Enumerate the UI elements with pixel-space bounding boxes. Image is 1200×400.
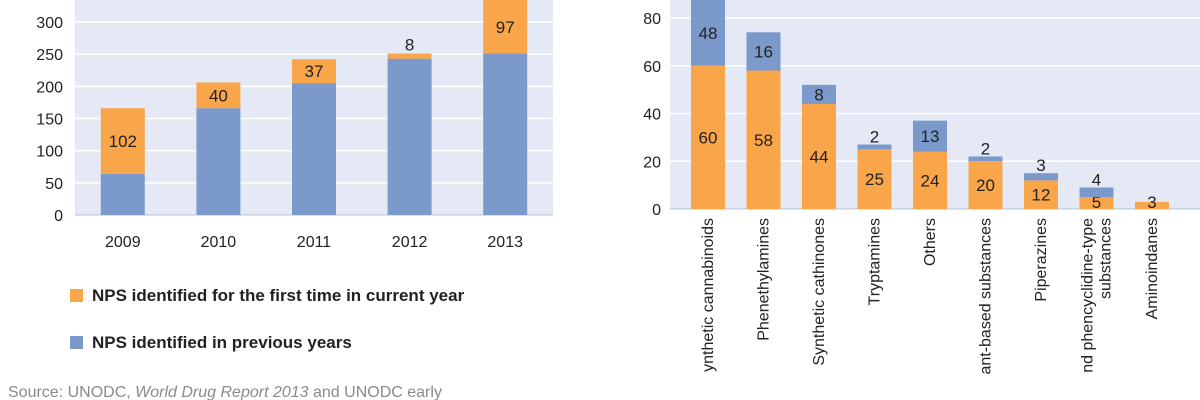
right-y-tick-label: 60 xyxy=(643,59,661,76)
left-y-ticks: 0 50 100 150 200 250 300 xyxy=(36,15,63,225)
right-data-label: 16 xyxy=(754,42,773,61)
left-y-tick-label: 250 xyxy=(36,47,63,64)
right-x-ticks: ynthetic cannabinoids Phenethylamines Synt… xyxy=(700,218,1161,375)
left-x-tick-label: 2011 xyxy=(297,234,332,251)
right-x-tick-label: Piperazines xyxy=(1033,218,1050,302)
right-bar-previous xyxy=(802,84,836,104)
legend: NPS identified for the first time in cur… xyxy=(70,286,465,352)
left-y-tick-label: 50 xyxy=(45,176,63,193)
left-y-tick-label: 150 xyxy=(36,112,63,129)
left-y-tick-label: 100 xyxy=(36,144,63,161)
right-bar-first-time xyxy=(968,161,1003,209)
right-data-label: 20 xyxy=(976,176,995,195)
legend-swatch-first-time xyxy=(70,289,83,302)
right-data-label: 25 xyxy=(865,170,884,189)
right-data-label: 48 xyxy=(699,24,718,43)
left-y-tick-label: 0 xyxy=(54,208,63,225)
right-bar-previous xyxy=(691,0,725,66)
left-x-tick-label: 2013 xyxy=(487,234,523,251)
right-bar-previous xyxy=(968,156,1003,162)
right-bar-first-time xyxy=(691,65,725,209)
right-y-tick-label: 20 xyxy=(643,154,661,171)
left-x-tick-label: 2010 xyxy=(201,234,237,251)
right-data-label: 58 xyxy=(754,131,773,150)
right-bars: 60 48 58 16 44 8 25 2 24 13 20 2 12 3 5 4 3 xyxy=(691,0,1169,212)
source-prefix: Source: UNODC, xyxy=(8,384,135,400)
source-suffix: and UNODC early xyxy=(309,384,442,400)
right-bar-first-time xyxy=(802,103,836,209)
right-data-label: 12 xyxy=(1032,186,1051,205)
left-bar-previous xyxy=(292,83,336,215)
left-data-label: 37 xyxy=(305,62,324,81)
right-bar-previous xyxy=(857,144,892,150)
left-bar-first-time xyxy=(100,108,145,174)
right-bar-previous xyxy=(1024,173,1058,181)
right-data-label: 60 xyxy=(699,128,718,147)
right-y-tick-label: 0 xyxy=(652,202,661,219)
left-bar-first-time xyxy=(483,0,528,54)
left-y-tick-label: 200 xyxy=(36,79,63,96)
right-y-tick-label: 40 xyxy=(643,107,661,124)
right-data-label: 3 xyxy=(1147,193,1156,212)
left-bars: 102 40 37 8 97 xyxy=(100,0,528,216)
left-bar-previous xyxy=(483,53,528,216)
right-x-tick-label: Others xyxy=(922,218,939,266)
right-y-ticks: 0 20 40 60 80 xyxy=(643,11,661,219)
right-data-label: 3 xyxy=(1036,156,1045,175)
right-data-label: 4 xyxy=(1092,171,1101,190)
right-x-tick-label: substances xyxy=(1098,218,1115,299)
left-x-ticks: 2009 2010 2011 2012 2013 xyxy=(105,234,523,251)
right-x-tick-label: ant-based substances xyxy=(978,218,995,375)
left-bar-previous xyxy=(100,173,145,215)
left-x-tick-label: 2009 xyxy=(105,234,141,251)
left-bar-previous xyxy=(387,58,432,215)
right-x-tick-label: Tryptamines xyxy=(867,218,884,305)
left-data-label: 40 xyxy=(209,86,228,105)
left-bar-previous xyxy=(196,108,241,215)
right-bar-first-time xyxy=(1079,197,1114,209)
right-bar-previous xyxy=(746,32,781,71)
source-italic: World Drug Report 2013 xyxy=(135,384,309,400)
right-bar-first-time xyxy=(1024,180,1058,209)
right-x-tick-label: Phenethylamines xyxy=(756,218,773,341)
right-x-tick-label: Aminoindanes xyxy=(1144,218,1161,319)
left-data-label: 102 xyxy=(109,132,137,151)
left-x-tick-label: 2012 xyxy=(392,234,428,251)
right-bar-first-time xyxy=(1135,201,1169,209)
right-data-label: 2 xyxy=(870,128,879,147)
right-data-label: 8 xyxy=(814,85,823,104)
right-chart: 60 48 58 16 44 8 25 2 24 13 20 2 12 3 5 4 3 0 20 40 60 80 yn… xyxy=(643,0,1200,375)
left-data-label: 97 xyxy=(496,18,515,37)
right-x-tick-label: Synthetic cathinones xyxy=(811,218,828,366)
right-data-label: 24 xyxy=(921,171,940,190)
right-data-label: 2 xyxy=(981,139,990,158)
right-data-label: 13 xyxy=(921,127,940,146)
right-bar-first-time xyxy=(746,70,781,210)
left-bar-first-time xyxy=(292,59,336,84)
right-bar-first-time xyxy=(857,149,892,209)
left-y-tick-label: 300 xyxy=(36,15,63,32)
left-bar-first-time xyxy=(196,82,241,109)
right-x-tick-label: ynthetic cannabinoids xyxy=(700,218,717,372)
left-data-label: 8 xyxy=(405,36,414,55)
right-x-tick-label: nd phencyclidine-type xyxy=(1080,218,1097,373)
source-note: Source: UNODC, World Drug Report 2013 an… xyxy=(8,384,442,400)
right-y-tick-label: 80 xyxy=(643,11,661,28)
right-bar-previous xyxy=(913,120,947,152)
legend-swatch-previous xyxy=(70,336,83,349)
right-bar-first-time xyxy=(913,151,947,209)
legend-label-first-time: NPS identified for the first time in cur… xyxy=(92,286,465,305)
right-data-label: 5 xyxy=(1092,193,1101,212)
right-bar-previous xyxy=(1079,187,1114,198)
legend-label-previous: NPS identified in previous years xyxy=(92,333,352,352)
left-bar-first-time xyxy=(387,53,432,59)
right-data-label: 44 xyxy=(810,147,829,166)
